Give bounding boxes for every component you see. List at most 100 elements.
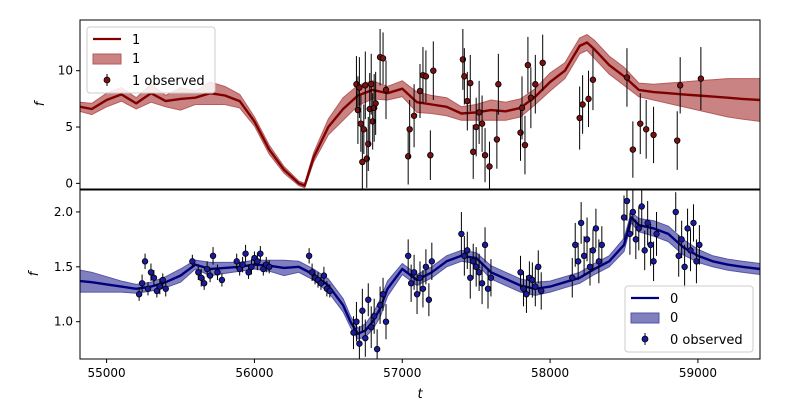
bottom-observed-point [362, 319, 369, 357]
top-observed-point [579, 75, 586, 134]
top-observed-marker [697, 75, 705, 82]
bottom-observed-marker [523, 291, 530, 298]
bottom-observed-marker [206, 272, 214, 279]
top-observed-marker [472, 123, 480, 131]
bottom-observed-marker [305, 252, 313, 260]
top-observed-marker [521, 141, 529, 149]
bottom-observed-point [598, 226, 606, 264]
top-observed-point [360, 104, 368, 155]
bottom-observed-marker [239, 261, 246, 268]
bottom-observed-marker [141, 258, 149, 265]
bottom-legend: 0 0 0 observed [624, 285, 754, 353]
bottom-observed-marker [577, 219, 585, 227]
bottom-observed-marker [458, 230, 465, 238]
bottom-observed-point [144, 282, 152, 296]
bottom-observed-point [467, 256, 474, 299]
bottom-observed-marker [428, 258, 436, 265]
bottom-observed-marker [413, 291, 421, 298]
bottom-observed-marker [218, 276, 226, 284]
top-observed-point [629, 121, 637, 178]
top-observed-point [475, 80, 483, 144]
bottom-observed-marker [529, 276, 536, 284]
bottom-observed-point [373, 329, 381, 359]
bottom-observed-point [189, 254, 196, 268]
bottom-xticks: 55000 56000 57000 58000 59000 [88, 359, 717, 380]
bottom-observed-marker [520, 285, 527, 292]
bottom-observed-point [242, 244, 249, 263]
bottom-observed-point [641, 230, 648, 271]
bottom-observed-point [200, 276, 208, 290]
bottom-observed-marker [209, 252, 217, 260]
top-observed-point [495, 53, 502, 115]
bottom-observed-point [629, 190, 637, 235]
bottom-observed-marker [422, 263, 430, 271]
top-legend-box [86, 26, 216, 94]
bottom-observed-marker [532, 283, 539, 290]
bottom-observed-marker [595, 258, 603, 265]
top-observed-marker [362, 82, 369, 89]
bottom-observed-point [353, 301, 360, 342]
bottom-ytick-label: 2.0 [54, 205, 73, 219]
bottom-observed-marker [672, 208, 679, 216]
bottom-observed-marker [684, 225, 691, 232]
bottom-observed-point [257, 245, 264, 262]
bottom-xlabel: t [417, 387, 423, 400]
top-observed-point [478, 95, 486, 152]
bottom-observed-point [687, 229, 694, 272]
top-observed-marker [629, 146, 637, 153]
top-observed-point [650, 106, 657, 164]
top-observed-marker [589, 76, 597, 83]
bottom-observed-marker [245, 269, 252, 276]
bottom-observed-marker [425, 296, 433, 303]
bottom-observed-point [233, 253, 240, 270]
bottom-observed-marker [162, 285, 169, 292]
bottom-xtick-label: 56000 [235, 366, 273, 380]
top-observed-point [585, 70, 592, 128]
bottom-observed-point [141, 253, 149, 270]
bottom-observed-marker [478, 280, 486, 287]
bottom-observed-point [239, 256, 246, 273]
top-observed-point [410, 84, 418, 148]
bottom-observed-marker [368, 323, 375, 331]
top-observed-marker [422, 73, 430, 80]
bottom-observed-marker [379, 291, 387, 298]
top-line-layer [80, 41, 760, 187]
bottom-observed-marker [370, 313, 378, 320]
bottom-observed-point [583, 217, 591, 262]
bottom-observed-point [623, 190, 631, 221]
top-observed-marker [642, 126, 650, 133]
bottom-observed-point [626, 213, 634, 255]
top-legend-band-label: 1 [132, 52, 140, 67]
top-ytick-label: 5 [65, 120, 73, 134]
bottom-observed-point [538, 272, 545, 310]
bottom-observed-point [569, 258, 576, 298]
bottom-observed-marker [589, 247, 597, 254]
top-observed-point [676, 57, 684, 114]
bottom-observed-point [428, 242, 436, 280]
bottom-observed-point [422, 249, 430, 285]
bottom-observed-point [320, 266, 328, 285]
top-observed-point [539, 34, 546, 91]
top-observed-marker [518, 104, 526, 112]
bottom-observed-marker [353, 318, 360, 325]
bottom-panel: 1.01.52.0 55000 56000 57000 58000 59000 f t … [27, 189, 761, 400]
bottom-observed-marker [200, 280, 208, 287]
top-observed-marker [360, 126, 368, 133]
bottom-observed-point [206, 269, 214, 283]
bottom-observed-point [681, 244, 688, 289]
bottom-observed-point [359, 288, 366, 333]
bottom-observed-point [523, 275, 530, 313]
top-observed-marker [382, 86, 390, 94]
bottom-observed-marker [574, 258, 582, 265]
bottom-observed-point [419, 270, 427, 308]
bottom-observed-point [693, 239, 700, 284]
bottom-observed-marker [481, 241, 489, 249]
bottom-observed-point [690, 204, 697, 242]
bottom-observed-marker [675, 252, 682, 260]
bottom-observed-marker [638, 203, 645, 210]
bottom-observed-point [254, 252, 261, 271]
top-observed-marker [481, 151, 489, 159]
bottom-observed-marker [632, 236, 640, 243]
bottom-observed-marker [583, 236, 591, 243]
